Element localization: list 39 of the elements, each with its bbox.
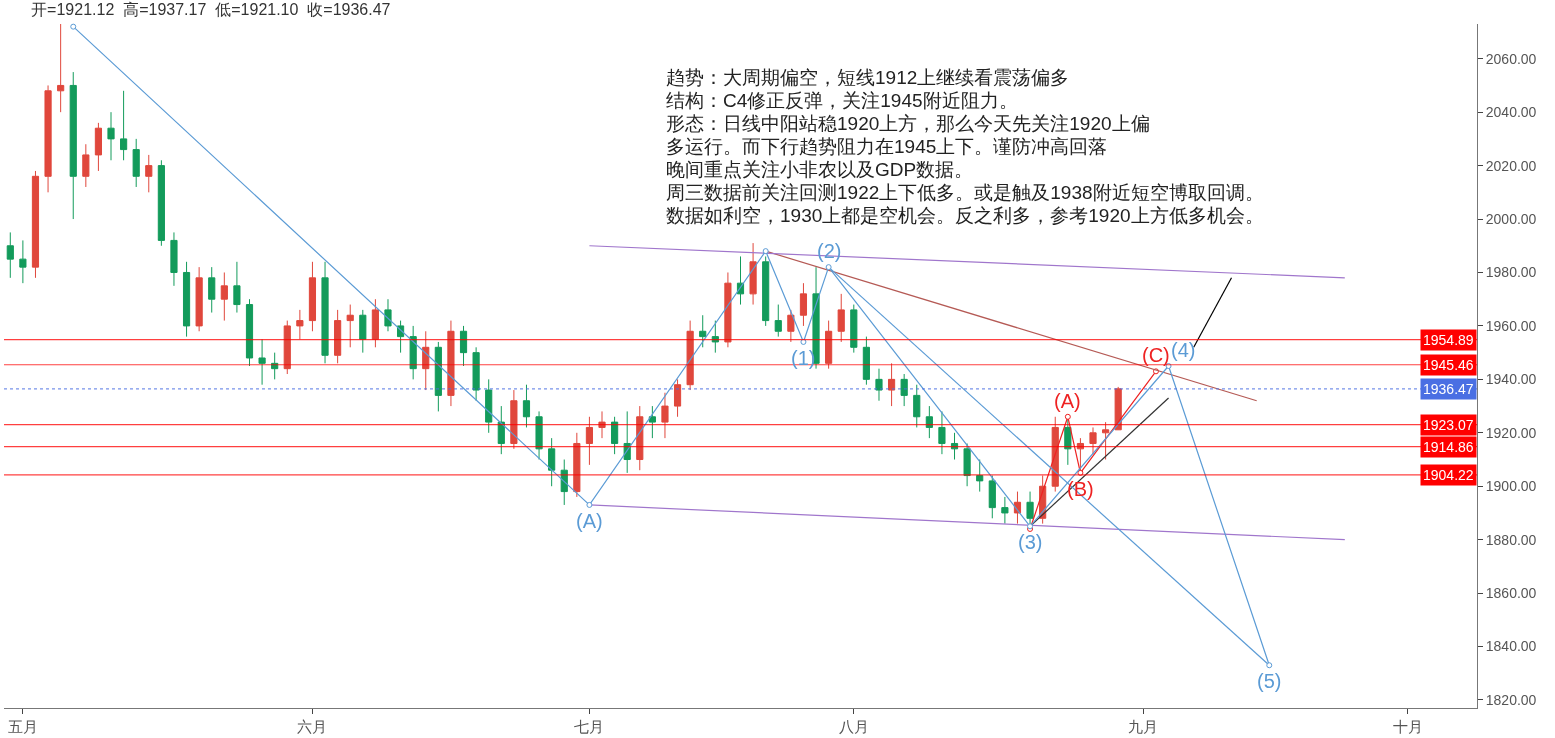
annotation: (3) xyxy=(1018,531,1043,553)
annotation: 周三数据前关注回测1922上下低多。或是触及1938附近短空博取回调。 xyxy=(666,182,1264,203)
ref-line-label: 1914.86 xyxy=(1423,439,1474,455)
annotation: 结构：C4修正反弹，关注1945附近阻力。 xyxy=(666,90,1018,111)
annotation: (4) xyxy=(1171,339,1196,361)
ref-line-label: 1936.47 xyxy=(1423,381,1474,397)
x-tick-label: 九月 xyxy=(1128,718,1159,735)
y-tick-label: 2020.00 xyxy=(1485,157,1537,174)
y-tick-label: 1900.00 xyxy=(1485,478,1537,495)
y-tick-label: 1860.00 xyxy=(1485,585,1537,602)
annotation: (A) xyxy=(1054,390,1081,412)
y-tick-label: 2000.00 xyxy=(1485,210,1537,227)
ref-line-label: 1923.07 xyxy=(1423,417,1474,433)
y-tick-label: 2040.00 xyxy=(1485,104,1537,121)
annotation: (C) xyxy=(1142,344,1170,366)
y-tick-label: 1880.00 xyxy=(1485,531,1537,548)
y-tick-label: 1840.00 xyxy=(1485,638,1537,655)
y-tick-label: 1980.00 xyxy=(1485,264,1537,281)
y-tick-label: 2060.00 xyxy=(1485,50,1537,67)
annotation: (5) xyxy=(1257,670,1282,692)
ref-line-label: 1954.89 xyxy=(1423,332,1474,348)
x-tick-label: 六月 xyxy=(297,718,328,735)
annotation: 趋势：大周期偏空，短线1912上继续看震荡偏多 xyxy=(666,67,1070,88)
x-tick-label: 八月 xyxy=(838,718,869,735)
x-tick-label: 七月 xyxy=(574,718,605,735)
annotation: 晚间重点关注小非农以及GDP数据。 xyxy=(666,159,974,180)
y-tick-label: 1820.00 xyxy=(1485,691,1537,708)
x-tick-label: 十月 xyxy=(1392,718,1423,735)
y-tick-label: 1960.00 xyxy=(1485,317,1537,334)
annotation: 数据如利空，1930上都是空机会。反之利多，参考1920上方低多机会。 xyxy=(666,205,1264,226)
ref-line-label: 1945.46 xyxy=(1423,357,1474,373)
y-tick-label: 1940.00 xyxy=(1485,371,1537,388)
x-tick-label: 五月 xyxy=(7,718,38,735)
y-tick-label: 1920.00 xyxy=(1485,424,1537,441)
chart-title: 开=1921.12 高=1937.17 低=1921.10 收=1936.47 xyxy=(31,0,391,18)
ref-line-label: 1904.22 xyxy=(1423,467,1474,483)
annotation: 形态：日线中阳站稳1920上方，那么今天先关注1920上偏 xyxy=(666,113,1150,134)
annotation: 多运行。而下行趋势阻力在1945上下。谨防冲高回落 xyxy=(666,136,1108,157)
annotation: (A) xyxy=(576,510,603,532)
